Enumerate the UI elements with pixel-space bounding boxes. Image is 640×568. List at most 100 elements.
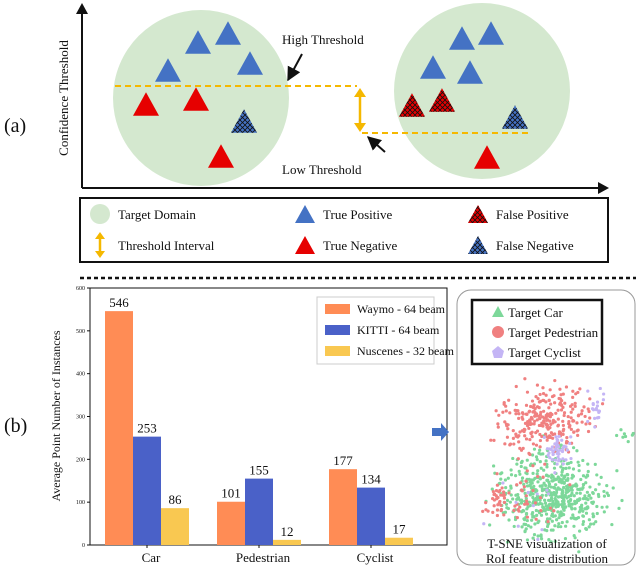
scatter-point bbox=[515, 462, 519, 466]
scatter-point bbox=[602, 510, 606, 514]
scatter-point bbox=[531, 464, 535, 468]
scatter-point bbox=[546, 427, 550, 431]
scatter-point bbox=[540, 528, 544, 532]
scatter-point bbox=[593, 416, 597, 420]
scatter-point bbox=[536, 469, 540, 473]
scatter-point bbox=[546, 474, 551, 478]
scatter-point bbox=[508, 500, 512, 504]
scatter-point bbox=[550, 458, 554, 462]
scatter-point bbox=[522, 509, 526, 513]
scatter-point bbox=[531, 488, 535, 493]
scatter-point bbox=[551, 528, 555, 532]
scatter-point bbox=[566, 414, 570, 419]
scatter-point bbox=[597, 410, 601, 415]
scatter-point bbox=[587, 409, 591, 414]
scatter-point bbox=[553, 442, 557, 446]
scatter-point bbox=[597, 482, 601, 486]
scatter-point bbox=[583, 494, 587, 498]
scatter-point bbox=[517, 469, 521, 473]
scatter-point bbox=[541, 391, 546, 396]
scatter-point bbox=[559, 525, 563, 529]
false-negative-triangle-hatch bbox=[231, 109, 257, 133]
scatter-point bbox=[494, 489, 499, 493]
scatter-point bbox=[561, 462, 565, 466]
y-axis-label: Confidence Threshold bbox=[56, 40, 71, 156]
scatter-point bbox=[536, 537, 540, 541]
scatter-point bbox=[551, 475, 555, 479]
scatter-point bbox=[600, 402, 605, 406]
legend-label: Waymo - 64 beam bbox=[357, 302, 446, 316]
scatter-point bbox=[501, 481, 505, 485]
scatter-point bbox=[552, 509, 556, 513]
scatter-point bbox=[524, 479, 528, 483]
true-positive-triangle bbox=[449, 26, 475, 50]
scatter-point bbox=[539, 533, 543, 537]
scatter-point bbox=[579, 477, 583, 482]
panel-a-label: (a) bbox=[4, 115, 26, 137]
scatter-point bbox=[518, 505, 522, 509]
scatter-point bbox=[533, 419, 537, 423]
scatter-point bbox=[564, 466, 568, 471]
scatter-point bbox=[586, 419, 590, 424]
scatter-point bbox=[492, 438, 496, 443]
tsne-caption-line1: T-SNE visualization of bbox=[487, 536, 607, 551]
bar bbox=[385, 537, 413, 545]
scatter-point bbox=[490, 487, 494, 491]
scatter-point bbox=[522, 429, 526, 434]
scatter-point bbox=[569, 435, 573, 439]
scatter-point bbox=[586, 429, 591, 434]
scatter-point bbox=[533, 501, 538, 505]
scatter-point bbox=[574, 501, 579, 505]
scatter-point bbox=[541, 475, 545, 479]
scatter-point bbox=[502, 500, 507, 505]
scatter-point bbox=[561, 429, 565, 433]
tsne-legend-label: Target Pedestrian bbox=[508, 325, 599, 340]
false-positive-triangle-hatch bbox=[429, 88, 455, 112]
scatter-point bbox=[574, 392, 578, 396]
scatter-point bbox=[560, 449, 565, 453]
scatter-point bbox=[545, 529, 549, 533]
scatter-point bbox=[520, 525, 524, 529]
scatter-point bbox=[533, 522, 537, 526]
scatter-point bbox=[605, 491, 609, 495]
scatter-point bbox=[539, 513, 544, 517]
y-tick-label: 400 bbox=[76, 372, 85, 378]
scatter-point bbox=[550, 519, 554, 523]
scatter-point bbox=[593, 425, 597, 429]
scatter-point bbox=[551, 418, 556, 422]
scatter-point bbox=[514, 474, 518, 478]
scatter-point bbox=[525, 469, 529, 473]
scatter-point bbox=[549, 540, 553, 544]
arrowheads bbox=[95, 232, 105, 258]
chart-ylabel: Average Point Number of Instances bbox=[49, 330, 63, 501]
scatter-point bbox=[535, 412, 539, 416]
scatter-point bbox=[523, 491, 527, 496]
scatter-point bbox=[532, 404, 536, 408]
scatter-point bbox=[518, 481, 523, 485]
scatter-point bbox=[515, 497, 519, 501]
scatter-point bbox=[584, 481, 588, 485]
scatter-point bbox=[514, 402, 518, 407]
scatter-point bbox=[567, 494, 571, 498]
scatter-point bbox=[569, 416, 573, 420]
scatter-point bbox=[561, 500, 566, 504]
true-positive-triangle bbox=[420, 55, 446, 79]
scatter-point bbox=[564, 505, 568, 509]
scatter-point bbox=[534, 431, 538, 435]
scatter-point bbox=[545, 465, 549, 469]
scatter-point bbox=[495, 483, 499, 487]
scatter-point bbox=[586, 462, 590, 466]
scatter-point bbox=[565, 462, 569, 466]
scatter-point bbox=[523, 466, 527, 470]
scatter-point bbox=[567, 419, 571, 424]
scatter-point bbox=[550, 479, 555, 483]
bar bbox=[357, 487, 385, 545]
scatter-point bbox=[593, 488, 598, 492]
scatter-point bbox=[571, 389, 575, 393]
scatter-point bbox=[545, 488, 549, 492]
scatter-point bbox=[551, 499, 555, 504]
scatter-point bbox=[601, 398, 606, 402]
legend-item: Threshold Interval bbox=[95, 232, 215, 258]
scatter-point bbox=[512, 442, 516, 446]
scatter-point bbox=[560, 520, 564, 525]
